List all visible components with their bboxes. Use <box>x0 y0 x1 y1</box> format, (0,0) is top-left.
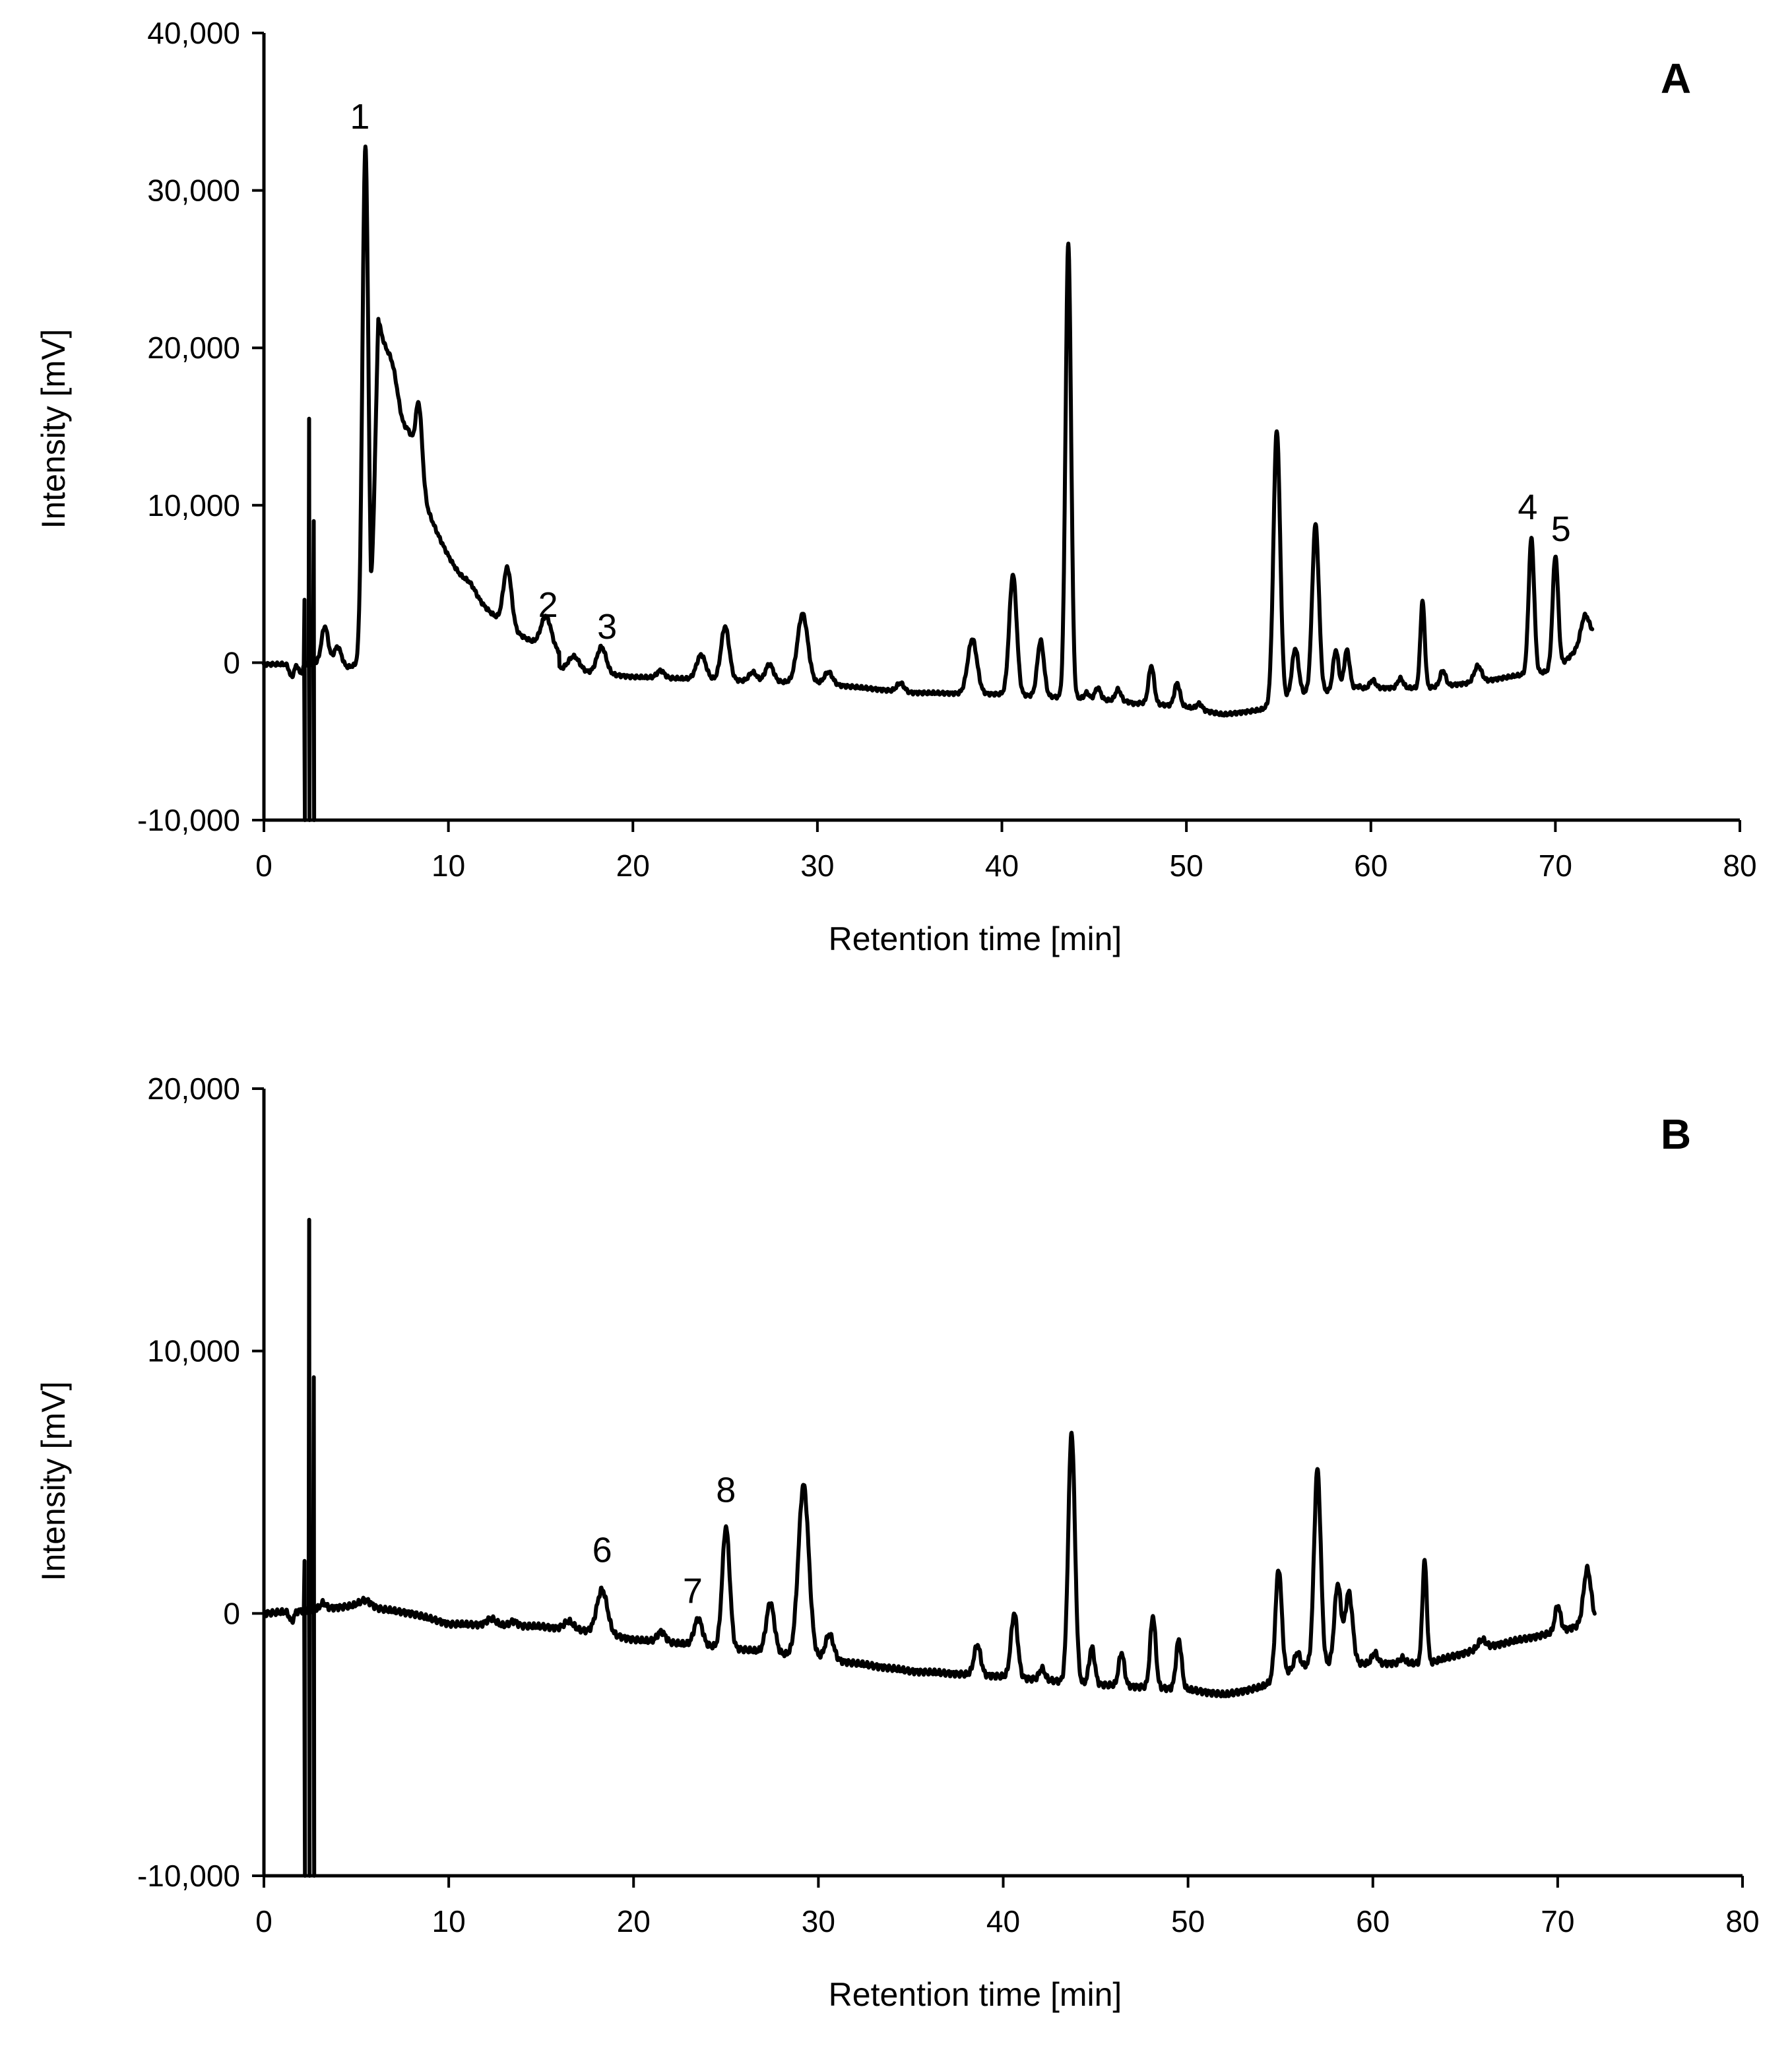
y-tick-label: 10,000 <box>147 1334 240 1368</box>
panel-a-series-line <box>262 144 1595 822</box>
y-tick-label: 30,000 <box>147 174 240 208</box>
x-tick-label: 40 <box>986 1904 1020 1938</box>
peak-label-8: 8 <box>716 1470 736 1510</box>
y-tick-label: 0 <box>223 1596 240 1630</box>
x-tick-label: 20 <box>617 1904 651 1938</box>
y-tick-label: -10,000 <box>137 803 240 837</box>
peak-label-3: 3 <box>597 607 617 647</box>
peak-label-7: 7 <box>683 1571 703 1611</box>
panel-a-x-axis-title: Retention time [min] <box>829 920 1122 957</box>
y-tick-label: 40,000 <box>147 16 240 50</box>
peak-label-6: 6 <box>592 1531 612 1570</box>
x-tick-label: 60 <box>1354 848 1388 883</box>
panel-a-peak-labels: 1 23 45 <box>350 97 1570 647</box>
x-tick-label: 70 <box>1541 1904 1574 1938</box>
x-tick-label: 70 <box>1539 848 1572 883</box>
y-tick-label: -10,000 <box>137 1859 240 1893</box>
peak-label-5: 5 <box>1551 509 1571 549</box>
panel-b-series-line <box>262 1217 1597 1878</box>
x-tick-label: 0 <box>255 848 272 883</box>
panel-b-x-ticks: 0 10 20 30 40 50 60 70 80 <box>255 1876 1760 1938</box>
y-tick-label: 0 <box>223 645 240 680</box>
x-tick-label: 20 <box>616 848 650 883</box>
x-tick-label: 50 <box>1170 848 1203 883</box>
x-tick-label: 50 <box>1171 1904 1205 1938</box>
panel-a-y-axis-title: Intensity [mV] <box>35 329 72 529</box>
x-tick-label: 30 <box>800 848 834 883</box>
peak-label-2: 2 <box>538 585 558 625</box>
x-tick-label: 80 <box>1725 1904 1759 1938</box>
x-tick-label: 10 <box>432 1904 466 1938</box>
panel-a-y-ticks: -10,000 0 10,000 20,000 30,000 40,000 <box>137 16 264 837</box>
y-tick-label: 10,000 <box>147 488 240 523</box>
x-tick-label: 10 <box>432 848 465 883</box>
peak-label-1: 1 <box>350 97 369 137</box>
x-tick-label: 60 <box>1356 1904 1390 1938</box>
panel-b-peak-labels: 6 7 8 <box>592 1470 736 1611</box>
panel-a-x-ticks: 0 10 20 30 40 50 60 70 80 <box>255 820 1757 883</box>
x-tick-label: 0 <box>255 1904 272 1938</box>
panel-b-y-axis-title: Intensity [mV] <box>35 1382 72 1582</box>
panel-a-label: A <box>1661 55 1691 102</box>
x-tick-label: 80 <box>1723 848 1756 883</box>
y-tick-label: 20,000 <box>147 331 240 365</box>
x-tick-label: 30 <box>802 1904 835 1938</box>
panel-b-x-axis-title: Retention time [min] <box>829 1976 1122 2013</box>
peak-label-4: 4 <box>1518 488 1537 527</box>
panel-b-label: B <box>1661 1110 1691 1158</box>
panel-b-y-ticks: -10,000 0 10,000 20,000 <box>137 1071 264 1893</box>
y-tick-label: 20,000 <box>147 1071 240 1106</box>
x-tick-label: 40 <box>985 848 1019 883</box>
